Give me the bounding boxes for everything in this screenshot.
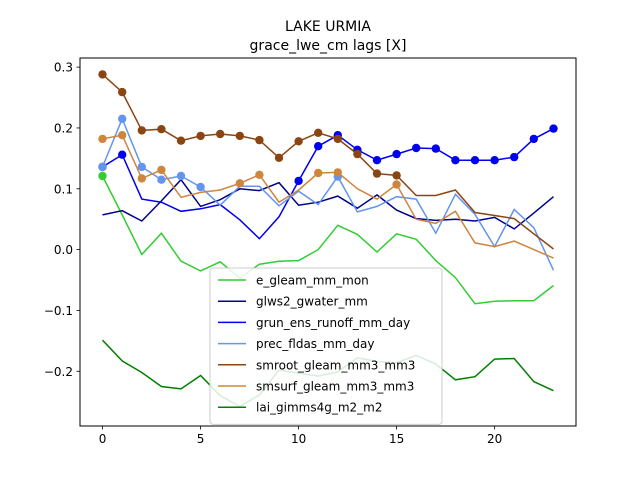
legend-entry-prec_fldas_mm_day: prec_fldas_mm_day — [256, 337, 375, 351]
data-point-grun_ens_runoff_mm_day — [490, 156, 499, 165]
data-point-smroot_gleam_mm3_mm3 — [196, 131, 205, 141]
legend-entry-smroot_gleam_mm3_mm3: smroot_gleam_mm3_mm3 — [256, 358, 415, 372]
data-point-prec_fldas_mm_day — [137, 162, 146, 172]
y-tick-label: 0.1 — [54, 182, 73, 196]
x-tick-label: 20 — [487, 432, 502, 446]
legend-box — [209, 267, 443, 425]
legend-entry-e_gleam_mm_mon: e_gleam_mm_mon — [256, 274, 369, 288]
plot-area — [98, 70, 558, 408]
data-point-smsurf_gleam_mm3_mm3 — [333, 168, 342, 177]
data-point-smsurf_gleam_mm3_mm3 — [137, 174, 146, 183]
data-point-smroot_gleam_mm3_mm3 — [392, 171, 401, 180]
tick-layer: 0 5 10 15 20 −0.2 −0.1 0.0 0.1 0.2 0.3 — [44, 61, 502, 446]
data-point-smsurf_gleam_mm3_mm3 — [314, 168, 323, 178]
data-point-prec_fldas_mm_day — [118, 114, 127, 124]
y-tick-label: 0.2 — [54, 121, 73, 135]
data-point-smroot_gleam_mm3_mm3 — [274, 153, 284, 162]
data-point-grun_ens_runoff_mm_day — [372, 156, 382, 165]
data-point-smroot_gleam_mm3_mm3 — [176, 136, 186, 145]
data-point-smsurf_gleam_mm3_mm3 — [392, 180, 401, 189]
data-point-prec_fldas_mm_day — [157, 175, 166, 184]
data-point-smroot_gleam_mm3_mm3 — [294, 137, 303, 146]
data-point-smroot_gleam_mm3_mm3 — [98, 70, 107, 79]
data-point-prec_fldas_mm_day — [98, 162, 107, 172]
axes-frame — [79, 57, 577, 427]
data-point-smroot_gleam_mm3_mm3 — [157, 125, 166, 134]
data-point-prec_fldas_mm_day — [176, 171, 186, 181]
data-point-grun_ens_runoff_mm_day — [470, 156, 480, 165]
data-point-grun_ens_runoff_mm_day — [510, 152, 519, 162]
legend: e_gleam_mm_mon glws2_gwater_mm grun_ens_ru… — [209, 267, 443, 425]
data-point-smroot_gleam_mm3_mm3 — [372, 169, 382, 178]
data-point-smsurf_gleam_mm3_mm3 — [118, 131, 127, 140]
data-point-grun_ens_runoff_mm_day — [412, 143, 421, 153]
data-point-smsurf_gleam_mm3_mm3 — [157, 165, 166, 175]
legend-entry-grun_ens_runoff_mm_day: grun_ens_runoff_mm_day — [256, 316, 410, 330]
data-point-prec_fldas_mm_day — [196, 182, 205, 192]
legend-entry-glws2_gwater_mm: glws2_gwater_mm — [256, 295, 368, 309]
series-line-smsurf_gleam_mm3_mm3 — [102, 134, 554, 259]
data-point-smroot_gleam_mm3_mm3 — [137, 126, 146, 135]
data-point-smroot_gleam_mm3_mm3 — [235, 131, 244, 141]
legend-entry-lai_gimms4g_m2_m2: lai_gimms4g_m2_m2 — [256, 401, 383, 415]
y-tick-label: 0.0 — [54, 243, 73, 257]
data-point-smroot_gleam_mm3_mm3 — [333, 134, 342, 144]
data-point-grun_ens_runoff_mm_day — [451, 156, 460, 165]
data-point-smsurf_gleam_mm3_mm3 — [98, 134, 107, 144]
chart-subtitle: grace_lwe_cm lags [X] — [250, 38, 407, 54]
data-point-grun_ens_runoff_mm_day — [118, 150, 127, 159]
y-tick-label: −0.1 — [44, 304, 73, 318]
data-point-smroot_gleam_mm3_mm3 — [353, 149, 362, 159]
data-point-e_gleam_mm_mon — [98, 171, 107, 181]
data-point-smsurf_gleam_mm3_mm3 — [255, 170, 264, 179]
data-point-smroot_gleam_mm3_mm3 — [314, 128, 323, 137]
legend-entry-smsurf_gleam_mm3_mm3: smsurf_gleam_mm3_mm3 — [256, 380, 414, 394]
data-point-smroot_gleam_mm3_mm3 — [255, 135, 264, 145]
x-tick-label: 15 — [389, 432, 404, 446]
data-point-smsurf_gleam_mm3_mm3 — [235, 179, 244, 188]
data-point-grun_ens_runoff_mm_day — [314, 142, 323, 151]
chart-title: LAKE URMIA — [285, 19, 371, 35]
x-tick-label: 5 — [197, 432, 205, 446]
data-point-smroot_gleam_mm3_mm3 — [216, 129, 225, 139]
data-point-grun_ens_runoff_mm_day — [392, 149, 401, 159]
series-line-e_gleam_mm_mon — [101, 175, 554, 305]
data-point-grun_ens_runoff_mm_day — [549, 124, 558, 133]
data-point-grun_ens_runoff_mm_day — [294, 176, 303, 186]
x-tick-label: 10 — [291, 432, 306, 446]
data-point-grun_ens_runoff_mm_day — [431, 144, 440, 153]
y-tick-label: 0.3 — [54, 61, 73, 75]
x-tick-label: 0 — [99, 432, 107, 446]
data-point-grun_ens_runoff_mm_day — [529, 134, 538, 144]
y-tick-label: −0.2 — [44, 365, 73, 379]
data-point-smroot_gleam_mm3_mm3 — [118, 87, 127, 97]
